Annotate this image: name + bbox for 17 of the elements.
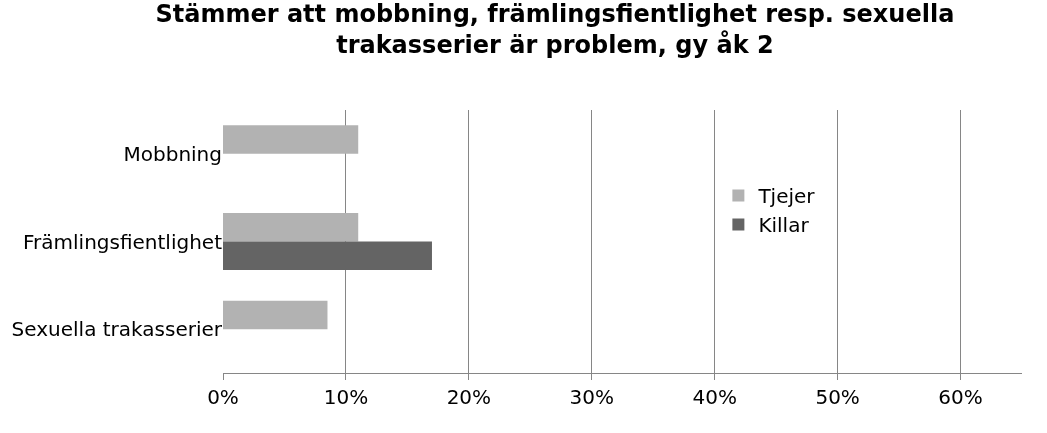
bar: [223, 125, 359, 154]
x-tick-label: 50%: [815, 385, 860, 409]
x-tick-label: 30%: [569, 385, 614, 409]
x-tick-label: 0%: [207, 385, 239, 409]
x-tick-label: 40%: [692, 385, 737, 409]
legend-label: Killar: [758, 213, 810, 238]
bar: [223, 241, 432, 270]
y-tick-label: Sexuella trakasserier: [11, 317, 223, 342]
y-tick-label: Främlingsfientlighet: [23, 229, 223, 254]
chart-title: Stämmer att mobbning, främlingsfientlighet resp. sexuella trakasserier är problem, gy åk 2: [155, 0, 955, 59]
x-tick-label: 20%: [446, 385, 492, 409]
y-tick-label: Mobbning: [123, 141, 222, 166]
legend-label: Tjejer: [757, 184, 816, 209]
x-tick-label: 60%: [938, 385, 983, 409]
bar: [223, 213, 359, 242]
x-tick-label: 10%: [323, 385, 369, 409]
bar: [223, 300, 328, 330]
